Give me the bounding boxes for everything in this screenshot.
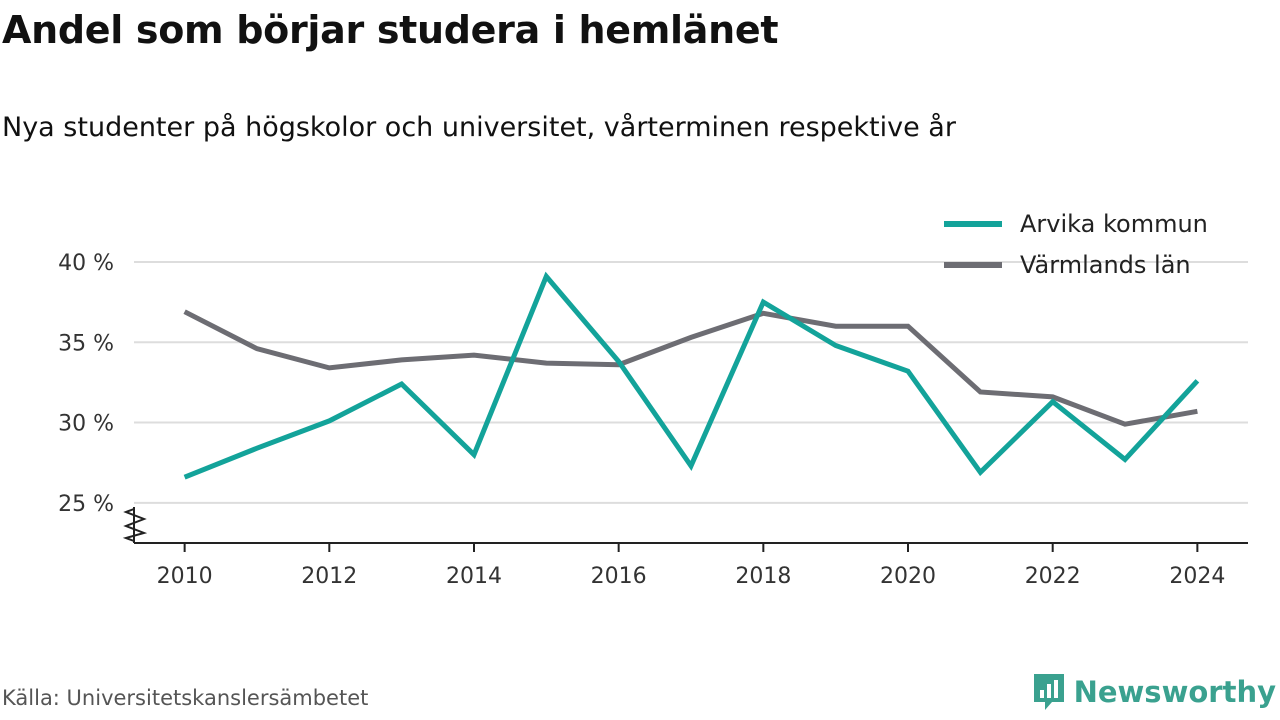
y-tick-label: 25 % — [58, 492, 114, 517]
x-tick-label: 2014 — [446, 564, 502, 589]
series-line-varmland — [183, 309, 1198, 427]
x-tick-label: 2012 — [301, 564, 357, 589]
y-tick-label: 35 % — [58, 331, 114, 356]
chart-subtitle: Nya studenter på högskolor och universit… — [2, 112, 956, 143]
series-line-arvika — [183, 271, 1200, 480]
y-tick-label: 40 % — [58, 251, 114, 276]
x-tick-label: 2024 — [1169, 564, 1225, 589]
x-tick-label: 2018 — [735, 564, 791, 589]
x-tick-label: 2022 — [1025, 564, 1081, 589]
brand-logo: Newsworthy — [1032, 672, 1276, 712]
x-tick-label: 2016 — [591, 564, 647, 589]
axis-break-mark — [122, 508, 148, 542]
series-lines — [183, 271, 1200, 480]
y-tick-label: 30 % — [58, 412, 114, 437]
legend-label: Värmlands län — [1020, 251, 1191, 279]
x-tick-label: 2010 — [157, 564, 213, 589]
newsworthy-icon — [1033, 674, 1064, 710]
legend: Arvika kommun Värmlands län — [944, 210, 1208, 279]
source-note: Källa: Universitetskanslersämbetet — [2, 686, 369, 710]
x-tick-label: 2020 — [880, 564, 936, 589]
gridlines — [134, 260, 1248, 504]
chart-title: Andel som börjar studera i hemlänet — [2, 8, 779, 52]
axes: 25 % 30 % 35 % 40 % 2010 2012 2014 2016 2018 2020… — [58, 251, 1248, 589]
brand-name: Newsworthy — [1073, 675, 1276, 709]
legend-label: Arvika kommun — [1020, 210, 1208, 238]
